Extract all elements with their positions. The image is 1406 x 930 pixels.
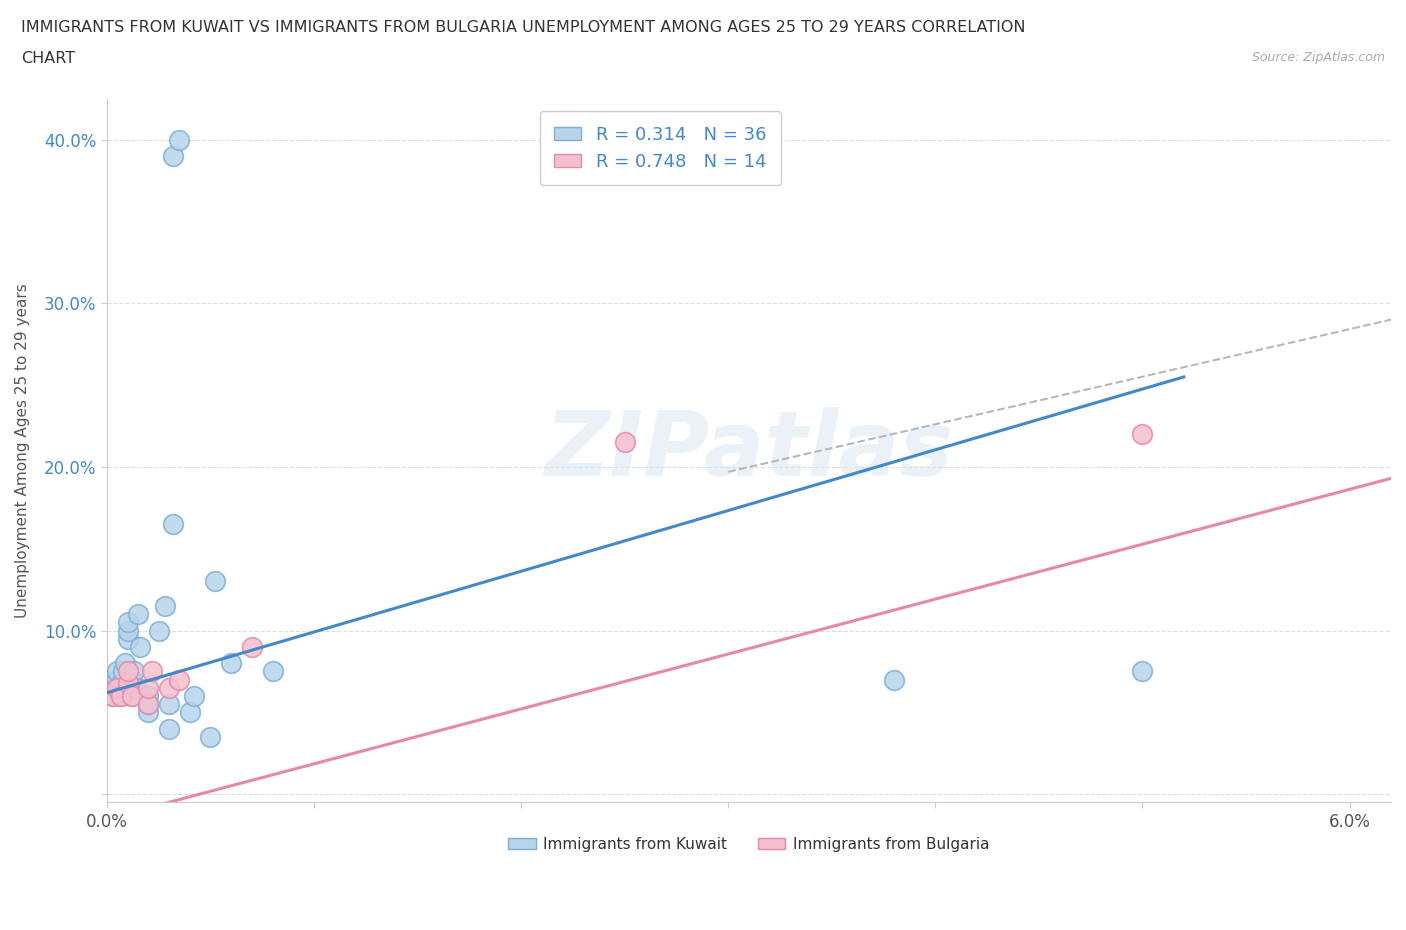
Point bbox=[136, 697, 159, 711]
Point bbox=[613, 435, 636, 450]
Point bbox=[157, 722, 180, 737]
Point bbox=[219, 656, 242, 671]
Point bbox=[117, 615, 139, 630]
Point bbox=[114, 656, 136, 671]
Point bbox=[153, 599, 176, 614]
Legend: Immigrants from Kuwait, Immigrants from Bulgaria: Immigrants from Kuwait, Immigrants from … bbox=[502, 830, 995, 858]
Point bbox=[117, 631, 139, 646]
Point bbox=[169, 672, 191, 687]
Point bbox=[148, 623, 170, 638]
Point bbox=[136, 697, 159, 711]
Point bbox=[110, 688, 132, 703]
Point bbox=[136, 705, 159, 720]
Point bbox=[169, 132, 191, 147]
Point bbox=[183, 688, 205, 703]
Point bbox=[1132, 664, 1154, 679]
Text: CHART: CHART bbox=[21, 51, 75, 66]
Point bbox=[883, 672, 905, 687]
Text: IMMIGRANTS FROM KUWAIT VS IMMIGRANTS FROM BULGARIA UNEMPLOYMENT AMONG AGES 25 TO: IMMIGRANTS FROM KUWAIT VS IMMIGRANTS FRO… bbox=[21, 20, 1025, 35]
Point bbox=[122, 664, 145, 679]
Point bbox=[262, 664, 284, 679]
Point bbox=[121, 688, 143, 703]
Point bbox=[105, 681, 128, 696]
Point bbox=[162, 149, 184, 164]
Point bbox=[141, 664, 163, 679]
Point bbox=[162, 517, 184, 532]
Point bbox=[136, 688, 159, 703]
Point bbox=[1132, 427, 1154, 442]
Point bbox=[108, 681, 131, 696]
Text: ZIPatlas: ZIPatlas bbox=[544, 406, 953, 495]
Point bbox=[136, 681, 159, 696]
Point bbox=[117, 675, 139, 690]
Point bbox=[240, 640, 263, 655]
Y-axis label: Unemployment Among Ages 25 to 29 years: Unemployment Among Ages 25 to 29 years bbox=[15, 283, 30, 618]
Point bbox=[110, 675, 132, 690]
Point bbox=[101, 688, 124, 703]
Point bbox=[117, 623, 139, 638]
Point bbox=[200, 729, 222, 744]
Point bbox=[117, 664, 139, 679]
Text: Source: ZipAtlas.com: Source: ZipAtlas.com bbox=[1251, 51, 1385, 64]
Point bbox=[127, 606, 149, 621]
Point bbox=[105, 664, 128, 679]
Point bbox=[204, 574, 226, 589]
Point bbox=[112, 664, 135, 679]
Point bbox=[121, 688, 143, 703]
Point bbox=[179, 705, 201, 720]
Point bbox=[125, 681, 148, 696]
Point bbox=[157, 697, 180, 711]
Point bbox=[157, 681, 180, 696]
Point bbox=[121, 672, 143, 687]
Point bbox=[110, 688, 132, 703]
Point bbox=[105, 672, 128, 687]
Point bbox=[101, 688, 124, 703]
Point bbox=[104, 681, 127, 696]
Point bbox=[129, 640, 152, 655]
